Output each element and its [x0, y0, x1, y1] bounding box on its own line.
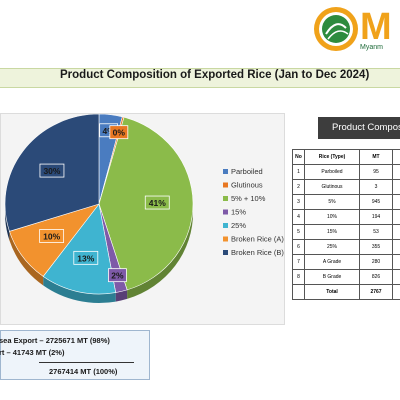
table-cell	[392, 224, 400, 240]
pie-slice-25	[42, 203, 117, 295]
legend-label: 25%	[231, 221, 246, 230]
table-cell: 95	[359, 164, 393, 180]
table-cell	[392, 254, 400, 270]
table-cell: 53	[359, 224, 393, 240]
table-cell: 3	[292, 194, 305, 210]
table-cell: 2767	[359, 284, 393, 300]
legend-swatch	[223, 236, 228, 242]
composition-table-wrap: No Rice (Type) MT 1 Parboiled 95 2 Glutinous…	[292, 149, 400, 300]
data-label: 10%	[43, 232, 60, 242]
legend-label: Broken Rice (A)	[231, 235, 284, 244]
table-cell	[392, 269, 400, 285]
legend-label: Parboiled	[231, 167, 263, 176]
data-label-box	[108, 268, 127, 283]
legend-swatch	[223, 223, 228, 228]
table-cell	[292, 284, 305, 300]
table-cell: 194	[359, 209, 393, 225]
pie-slice-side-25	[43, 276, 116, 303]
pie-slice-side-15	[115, 289, 128, 302]
table-cell	[392, 194, 400, 210]
data-label: 41%	[149, 198, 166, 208]
brand-logo-text: M	[360, 6, 392, 48]
summary-line-2: rt – 41743 MT (2%)	[0, 348, 65, 357]
table-cell: 1	[292, 164, 305, 180]
data-label: 4%	[102, 126, 115, 136]
legend-label: Glutinous	[231, 181, 263, 190]
table-cell: Total	[304, 284, 360, 300]
column-header	[392, 149, 400, 165]
table-total-row: Total 2767	[292, 284, 400, 300]
summary-line-1: sea Export – 2725671 MT (98%)	[0, 336, 110, 345]
data-label: 2%	[111, 271, 124, 281]
table-cell: 5	[292, 224, 305, 240]
column-header: Rice (Type)	[304, 149, 360, 165]
table-cell: 355	[359, 239, 393, 255]
page-title: Product Composition of Exported Rice (Ja…	[60, 69, 370, 81]
table-cell: 15%	[304, 224, 360, 240]
table-row: 4 10% 194	[292, 209, 400, 225]
data-label: 30%	[43, 166, 60, 176]
table-cell: Glutinous	[304, 179, 360, 195]
data-label-box	[144, 195, 170, 210]
legend-swatch	[223, 209, 228, 215]
table-cell: 4	[292, 209, 305, 225]
table-cell: 6	[292, 239, 305, 255]
brand-logo-subtext: Myanm	[360, 44, 383, 51]
table-cell: 3	[359, 179, 393, 195]
composition-table: No Rice (Type) MT 1 Parboiled 95 2 Glutinous…	[292, 149, 400, 300]
table-cell: Parboiled	[304, 164, 360, 180]
table-cell: 5%	[304, 194, 360, 210]
title-bar	[0, 68, 400, 88]
table-row: 1 Parboiled 95	[292, 164, 400, 180]
table-header-label: Product Composi	[318, 117, 400, 139]
table-cell	[392, 179, 400, 195]
data-label-box	[39, 163, 65, 178]
pie-slice-side-broken-rice-a	[9, 231, 44, 286]
column-header: No	[292, 149, 305, 165]
table-cell: 2	[292, 179, 305, 195]
table-cell: A Grade	[304, 254, 360, 270]
table-cell	[392, 239, 400, 255]
data-label-box	[39, 229, 65, 243]
summary-divider	[39, 362, 134, 363]
legend-label: Broken Rice (B)	[231, 248, 284, 257]
table-cell: 945	[359, 194, 393, 210]
data-label: 0%	[113, 128, 126, 138]
table-cell: 7	[292, 254, 305, 270]
table-cell: 10%	[304, 209, 360, 225]
table-row: 6 25% 355	[292, 239, 400, 255]
table-cell	[392, 284, 400, 300]
column-header: MT	[359, 149, 393, 165]
export-summary-box: sea Export – 2725671 MT (98%) rt – 41743…	[0, 330, 150, 380]
legend-swatch	[223, 196, 228, 201]
legend-swatch	[223, 250, 228, 255]
table-cell: 826	[359, 269, 393, 285]
table-row: 2 Glutinous 3	[292, 179, 400, 195]
table-row: 5 15% 53	[292, 224, 400, 240]
summary-total: 2767414 MT (100%)	[49, 367, 118, 376]
legend-label: 5% + 10%	[231, 194, 266, 203]
table-cell: 8	[292, 269, 305, 285]
table-row: 3 5% 945	[292, 194, 400, 210]
legend-label: 15%	[231, 208, 246, 217]
data-label-box	[109, 125, 129, 140]
table-header-row: No Rice (Type) MT	[292, 149, 400, 165]
legend-swatch	[223, 169, 228, 174]
data-label: 13%	[77, 253, 94, 263]
pie-chart: 4%0% 41% 2% 13% 10% 30% Parboiled Glutinous 5% …	[4, 113, 284, 303]
table-cell: B Grade	[304, 269, 360, 285]
legend-swatch	[223, 182, 228, 188]
logo-gear-icon	[306, 4, 366, 54]
table-cell: 280	[359, 254, 393, 270]
table-cell: 25%	[304, 239, 360, 255]
table-cell	[392, 164, 400, 180]
table-cell	[392, 209, 400, 225]
data-label-box	[73, 250, 99, 265]
chart-panel: 4% 0% 41% 2% 13% 10% 30% Parboiled Glutinous 5% …	[0, 113, 285, 325]
